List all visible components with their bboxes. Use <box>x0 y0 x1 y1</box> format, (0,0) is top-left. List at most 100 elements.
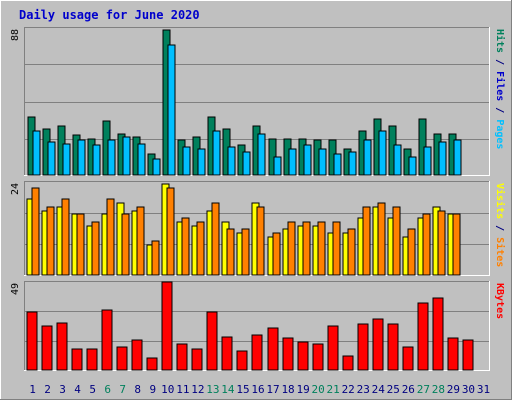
day-label-2: 2 <box>44 383 51 396</box>
bar-kbytes-day-11 <box>176 343 188 371</box>
chart-title: Daily usage for June 2020 <box>19 8 200 22</box>
bar-kbytes-day-27 <box>417 302 429 371</box>
bar-sites-day-6 <box>106 198 115 276</box>
series-axis-label-part: Visits <box>494 183 506 219</box>
bar-sites-day-28 <box>437 210 446 276</box>
bar-files-day-9 <box>152 158 161 176</box>
bar-kbytes-day-28 <box>432 297 444 371</box>
bar-kbytes-day-24 <box>372 318 384 371</box>
day-label-22: 22 <box>342 383 355 396</box>
bar-kbytes-day-12 <box>191 348 203 371</box>
bar-sites-day-21 <box>332 221 341 276</box>
day-label-21: 21 <box>327 383 340 396</box>
series-axis-label-part: / <box>494 53 505 71</box>
bar-sites-day-14 <box>226 228 235 276</box>
series-axis-label-part: Sites <box>494 237 506 267</box>
bar-files-day-12 <box>197 148 206 176</box>
bar-sites-day-17 <box>272 232 281 276</box>
bar-files-day-29 <box>453 139 462 176</box>
day-label-13: 13 <box>206 383 219 396</box>
day-label-15: 15 <box>236 383 249 396</box>
bar-sites-day-4 <box>76 213 85 276</box>
bar-kbytes-day-13 <box>206 311 218 371</box>
day-label-1: 1 <box>29 383 36 396</box>
series-axis-label-part: Hits <box>494 29 506 53</box>
panel-kbytes: 49 KBytes <box>10 281 505 371</box>
bar-files-day-2 <box>47 141 56 176</box>
bar-files-day-24 <box>378 130 387 176</box>
day-label-8: 8 <box>134 383 141 396</box>
series-axis-label: KBytes <box>494 283 505 319</box>
bar-sites-day-3 <box>61 198 70 276</box>
bar-sites-day-11 <box>181 217 190 276</box>
bar-sites-day-19 <box>302 221 311 276</box>
bar-kbytes-day-1 <box>26 311 38 371</box>
bar-kbytes-day-7 <box>116 346 128 371</box>
bar-sites-day-1 <box>31 187 40 276</box>
bar-sites-day-26 <box>407 228 416 276</box>
day-label-20: 20 <box>312 383 325 396</box>
day-label-14: 14 <box>221 383 235 396</box>
bar-sites-day-15 <box>241 228 250 276</box>
bar-sites-day-23 <box>362 206 371 276</box>
bar-sites-day-2 <box>46 206 55 276</box>
bar-files-day-4 <box>77 139 86 176</box>
bar-kbytes-day-26 <box>402 346 414 371</box>
day-label-4: 4 <box>74 383 81 396</box>
bar-kbytes-day-5 <box>86 348 98 371</box>
bar-files-day-28 <box>438 141 447 176</box>
panel-visits-sites: 24 Visits / Sites <box>10 181 506 276</box>
bar-kbytes-day-14 <box>221 336 233 371</box>
bar-kbytes-day-25 <box>387 323 399 371</box>
ymax-label: 49 <box>10 283 21 295</box>
bar-sites-day-10 <box>166 187 175 276</box>
day-axis-labels: 1 2 3 4 5 6 7 8 9 10 11 12 13 14 15 16 17 18 19 20 21 22 23 24 2… <box>29 383 490 396</box>
series-axis-label-part: / <box>494 101 505 119</box>
bar-sites-day-5 <box>91 221 100 276</box>
day-label-25: 25 <box>387 383 400 396</box>
bar-kbytes-day-23 <box>357 323 369 371</box>
bar-kbytes-day-4 <box>71 348 83 371</box>
series-axis-label-part: Pages <box>494 119 505 149</box>
bar-files-day-14 <box>227 146 236 176</box>
bar-files-day-25 <box>393 144 402 176</box>
bar-kbytes-day-22 <box>342 355 354 371</box>
ymax-label: 24 <box>10 183 21 195</box>
bar-files-day-1 <box>32 130 41 176</box>
day-label-11: 11 <box>176 383 189 396</box>
bar-files-day-8 <box>137 143 146 176</box>
bar-files-day-10 <box>167 44 176 176</box>
bar-kbytes-day-16 <box>251 334 263 371</box>
bar-kbytes-day-15 <box>236 350 248 371</box>
bar-files-day-22 <box>348 151 357 176</box>
bar-sites-day-29 <box>452 213 461 276</box>
day-label-24: 24 <box>372 383 386 396</box>
bar-files-day-26 <box>408 156 417 176</box>
day-label-23: 23 <box>357 383 370 396</box>
bar-sites-day-24 <box>377 202 386 276</box>
bar-files-day-3 <box>62 143 71 176</box>
bar-files-day-6 <box>107 139 116 176</box>
day-label-17: 17 <box>266 383 279 396</box>
day-label-31: 31 <box>477 383 490 396</box>
day-label-27: 27 <box>417 383 430 396</box>
series-axis-label-part: Files <box>494 71 506 101</box>
day-label-30: 30 <box>462 383 475 396</box>
bar-files-day-15 <box>242 151 251 176</box>
day-label-9: 9 <box>149 383 156 396</box>
bar-sites-day-25 <box>392 206 401 276</box>
bar-kbytes-day-30 <box>462 339 474 371</box>
day-label-6: 6 <box>104 383 111 396</box>
bar-files-day-5 <box>92 144 101 176</box>
bar-sites-day-13 <box>211 202 220 276</box>
bar-kbytes-day-3 <box>56 322 68 371</box>
series-axis-label-part: / <box>494 219 505 237</box>
bar-files-day-11 <box>182 146 191 176</box>
day-label-10: 10 <box>161 383 174 396</box>
bar-sites-day-18 <box>287 221 296 276</box>
bar-kbytes-day-29 <box>447 337 459 371</box>
day-label-16: 16 <box>251 383 264 396</box>
bar-kbytes-day-9 <box>146 357 158 371</box>
bar-files-day-13 <box>212 130 221 176</box>
